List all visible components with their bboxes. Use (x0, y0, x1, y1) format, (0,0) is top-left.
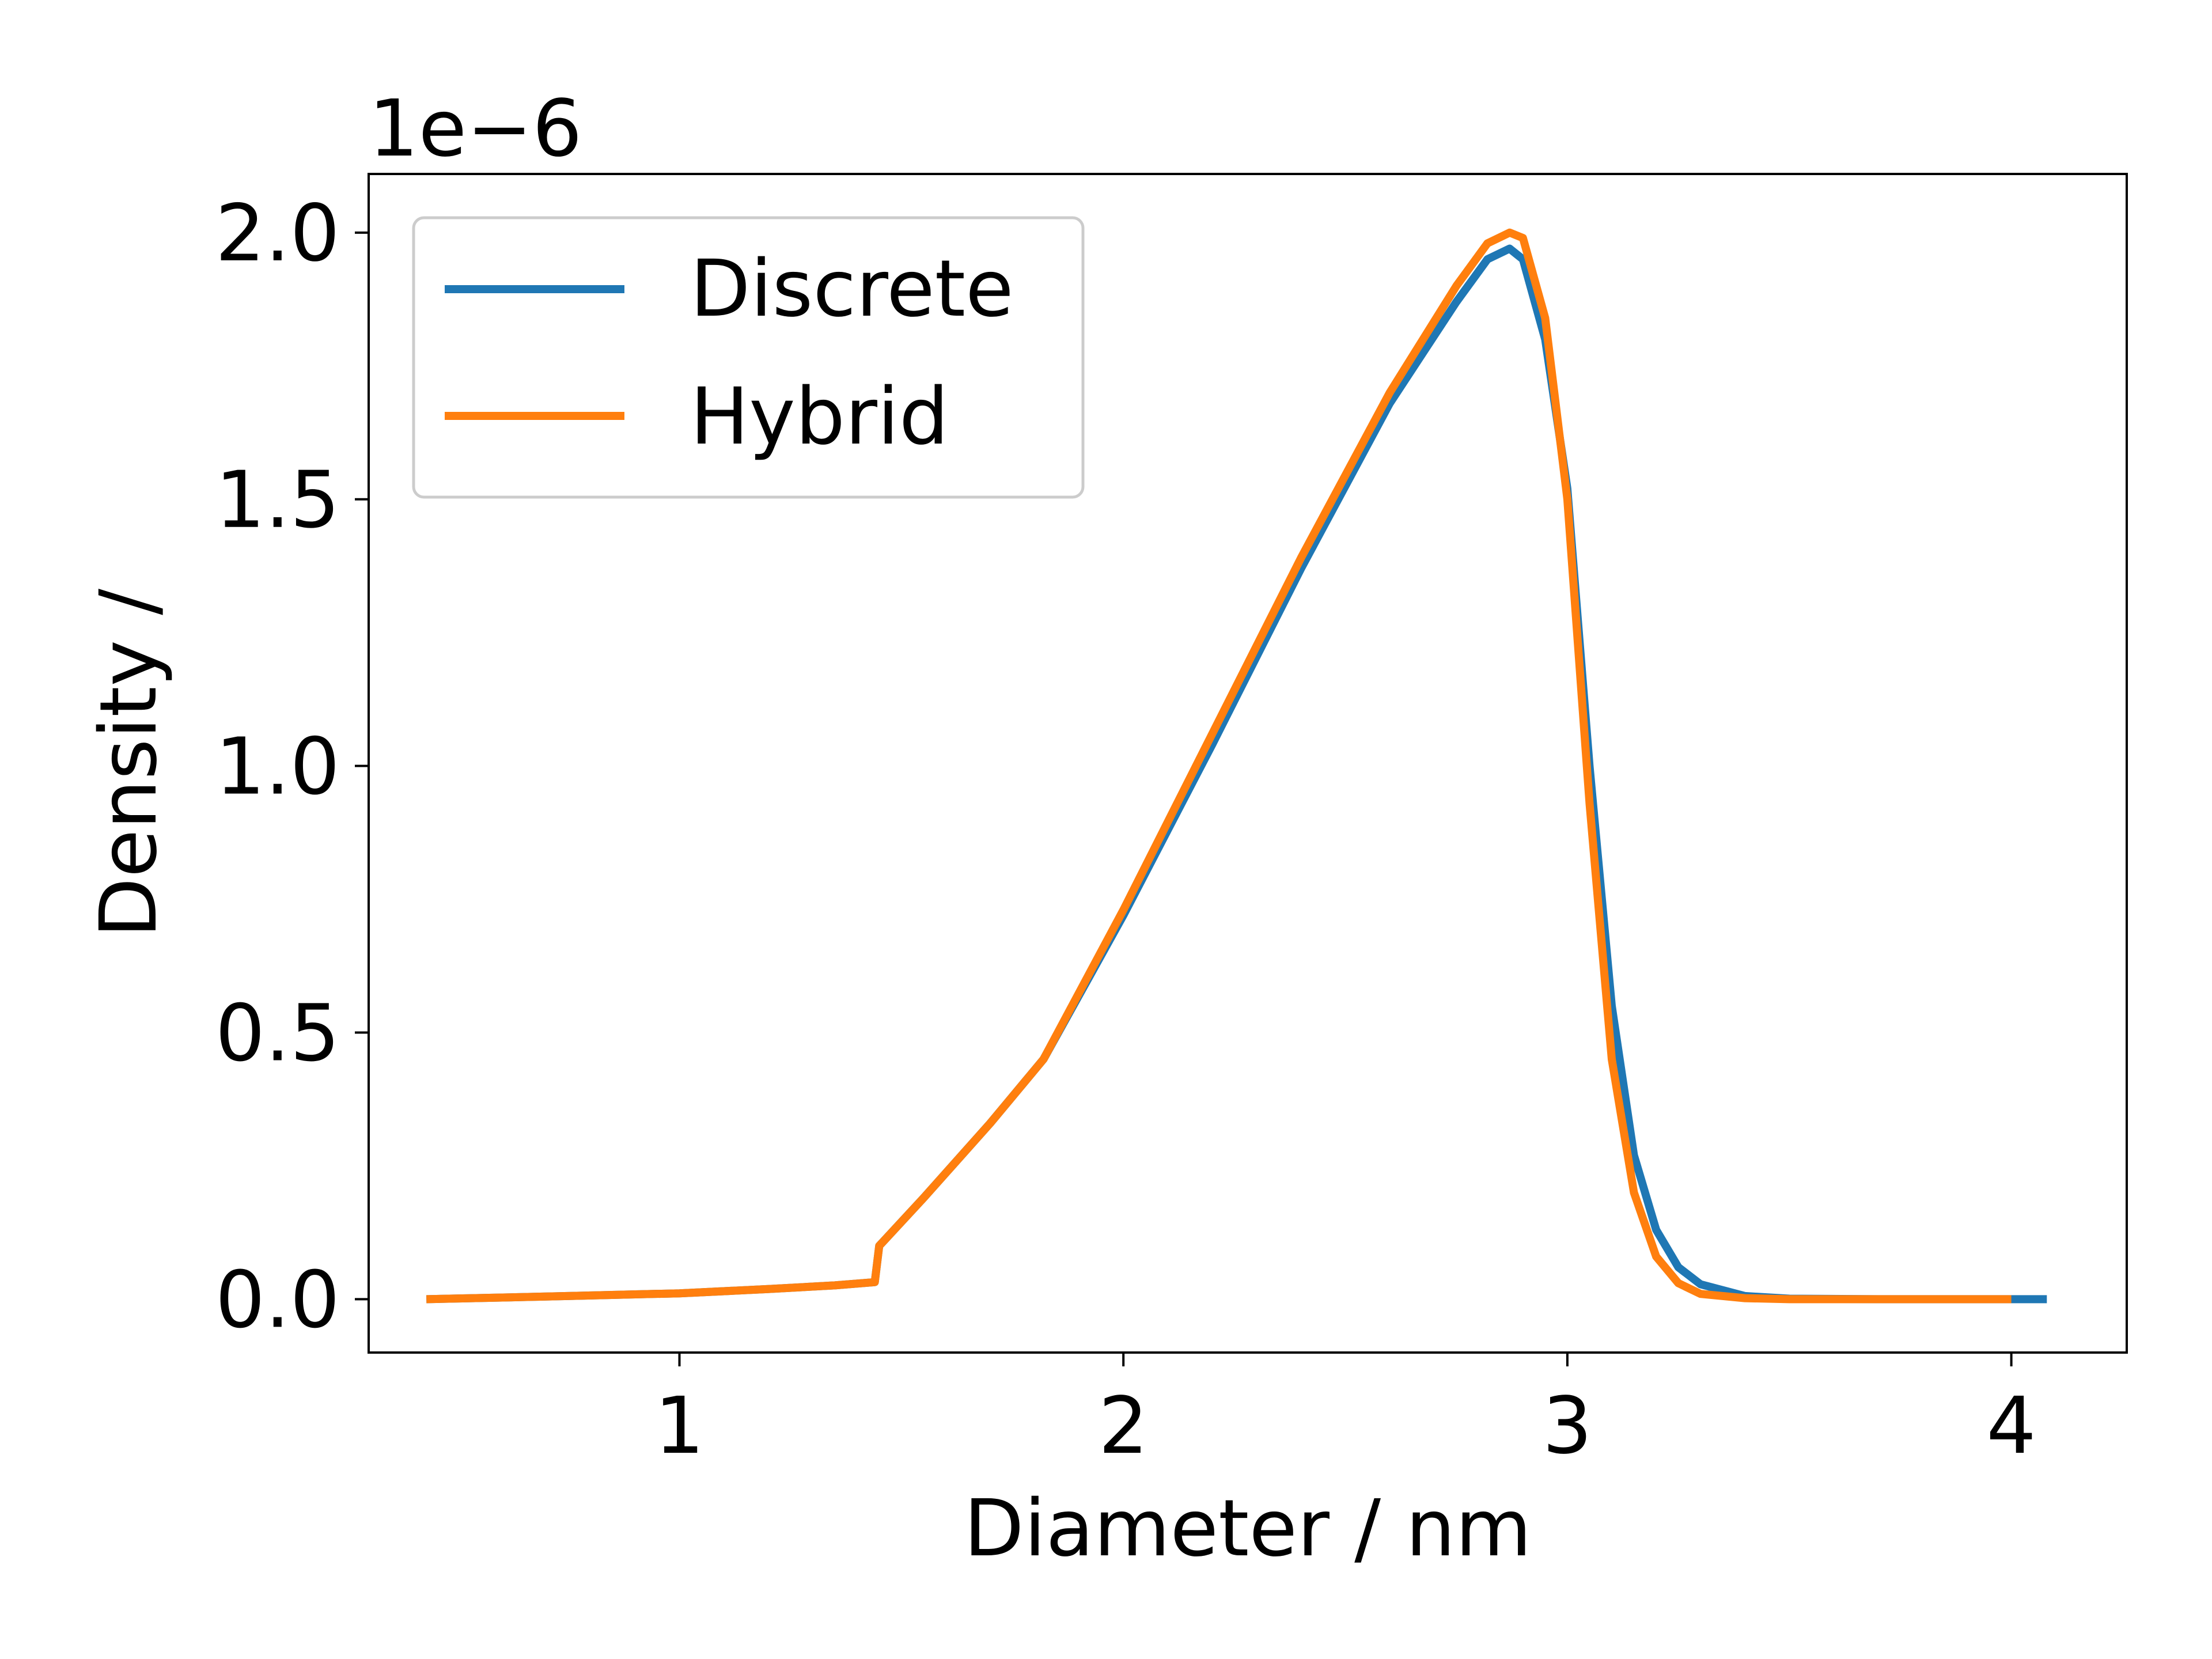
y-axis-ticks: 0.0 0.5 1.0 1.5 2.0 (215, 188, 369, 1346)
y-tick-label: 1.5 (215, 455, 340, 546)
legend: Discrete Hybrid (412, 216, 1085, 499)
legend-label-hybrid: Hybrid (690, 372, 949, 463)
y-tick-label: 0.0 (215, 1255, 340, 1346)
y-axis-label: Density / (84, 589, 175, 938)
legend-label-discrete: Discrete (690, 244, 1014, 335)
y-tick-label: 2.0 (215, 188, 340, 279)
x-tick-label: 4 (1986, 1381, 2036, 1472)
x-axis-label: Diameter / nm (964, 1483, 1532, 1574)
x-axis-ticks: 1 2 3 4 (654, 1353, 2036, 1472)
series-line-hybrid (426, 228, 2012, 1304)
y-offset-label: 1e−6 (369, 84, 582, 175)
y-tick-label: 1.0 (215, 722, 340, 813)
x-tick-label: 3 (1543, 1381, 1593, 1472)
x-tick-label: 2 (1099, 1381, 1149, 1472)
y-tick-label: 0.5 (215, 988, 340, 1080)
x-tick-label: 1 (654, 1381, 704, 1472)
series-lines (426, 228, 2047, 1304)
plot-frame (368, 173, 2128, 1354)
